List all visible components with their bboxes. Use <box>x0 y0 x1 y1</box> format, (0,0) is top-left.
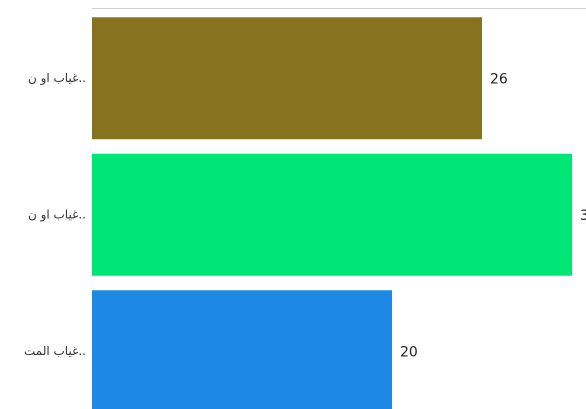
bar <box>92 290 392 409</box>
y-tick-label: غياب او ن.. <box>28 207 86 222</box>
y-tick-label: غياب او ن.. <box>28 71 86 86</box>
bar <box>92 153 572 276</box>
bar <box>92 17 482 140</box>
value-label: 32 <box>580 208 586 224</box>
y-tick-label: غياب المت.. <box>24 344 86 358</box>
value-label: 26 <box>490 71 508 87</box>
value-label: 20 <box>400 344 418 360</box>
